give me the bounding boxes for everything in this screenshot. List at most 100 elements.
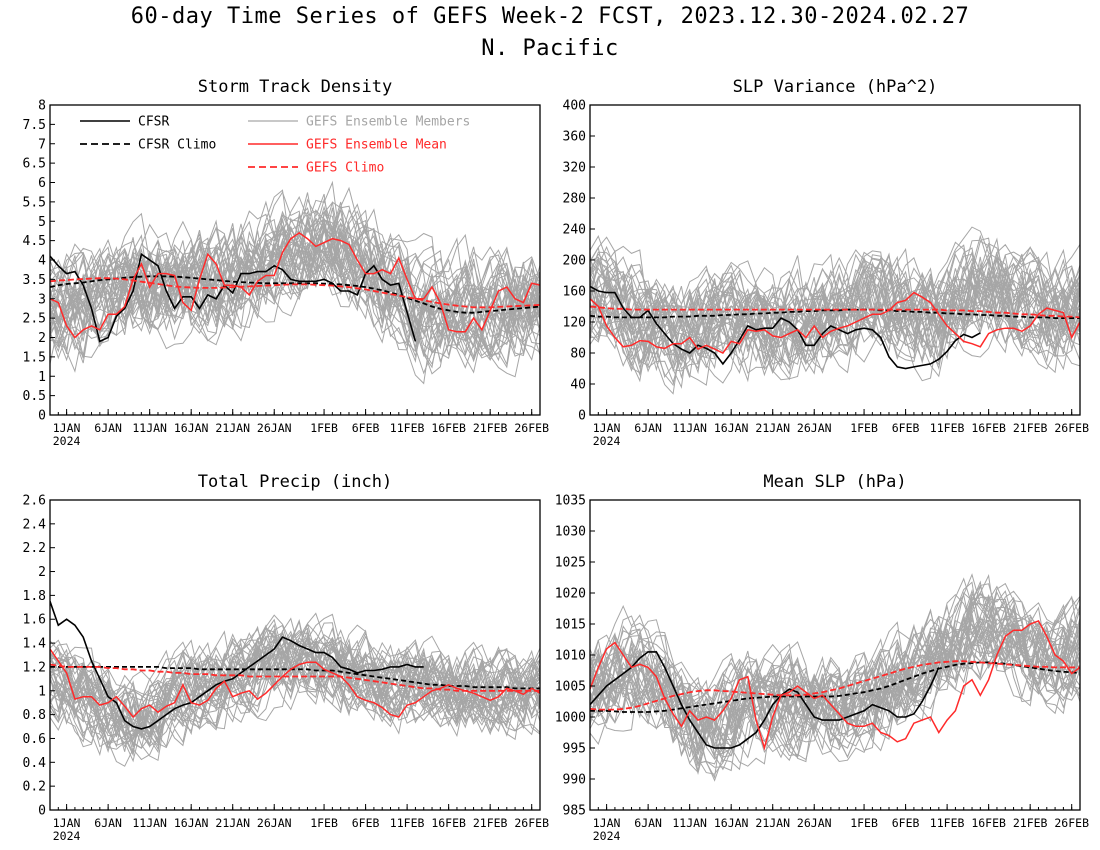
series-cfsr-climo bbox=[590, 308, 1080, 320]
plot-area bbox=[590, 226, 1080, 395]
x-tick-label: 21FEB bbox=[1013, 816, 1048, 830]
ensemble-member-line bbox=[590, 592, 1080, 758]
x-tick-label: 26JAN bbox=[257, 816, 292, 830]
plot-area bbox=[50, 180, 540, 385]
series-gefs-climo bbox=[50, 663, 540, 692]
ensemble-member-line bbox=[590, 583, 1080, 751]
legend-label-members: GEFS Ensemble Members bbox=[306, 115, 470, 130]
ensemble-member-line bbox=[590, 582, 1080, 758]
y-tick-label: 1.8 bbox=[23, 589, 46, 604]
y-tick-label: 0 bbox=[38, 804, 46, 819]
y-tick-label: 2.6 bbox=[23, 494, 46, 509]
x-tick-label: 6JAN bbox=[634, 421, 662, 435]
legend-label-cfsr-climo: CFSR Climo bbox=[138, 138, 216, 153]
series-gefs-climo bbox=[590, 305, 1080, 319]
x-tick-label: 11FEB bbox=[930, 421, 965, 435]
y-tick-label: 2.5 bbox=[23, 312, 46, 327]
y-tick-label: 1025 bbox=[555, 556, 586, 571]
x-tick-label: 26JAN bbox=[797, 816, 832, 830]
ensemble-member-line bbox=[590, 623, 1080, 767]
x-tick-label: 1JAN bbox=[593, 421, 621, 435]
ensemble-member-line bbox=[590, 257, 1080, 366]
panel-title: Total Precip (inch) bbox=[198, 472, 392, 492]
x-tick-label: 26FEB bbox=[514, 421, 549, 435]
y-tick-label: 1030 bbox=[555, 525, 586, 540]
y-tick-label: 2.2 bbox=[23, 541, 46, 556]
ensemble-member-line bbox=[50, 243, 540, 354]
ensemble-members bbox=[50, 180, 540, 385]
x-tick-label: 16FEB bbox=[971, 816, 1006, 830]
x-tick-label: 16JAN bbox=[174, 816, 209, 830]
y-tick-label: 0.5 bbox=[23, 389, 46, 404]
x-tick-label: 21FEB bbox=[473, 421, 508, 435]
y-tick-label: 1.6 bbox=[23, 613, 46, 628]
x-tick-label: 21FEB bbox=[1013, 421, 1048, 435]
chart-panel-4: 985 990 995 1000 1005 1010 1015 1020 1025 1030 103… bbox=[555, 472, 1089, 843]
y-tick-label: 1.4 bbox=[23, 637, 47, 652]
y-tick-label: 2.4 bbox=[23, 517, 47, 532]
x-tick-label: 11JAN bbox=[672, 421, 707, 435]
chart-panel-3: 0 0.2 0.4 0.6 0.8 1 1.2 1.4 1.6 1.8 2 2.2 2.4 2.6 1JAN… bbox=[23, 472, 550, 843]
region-title: N. Pacific bbox=[481, 36, 619, 61]
x-tick-label: 1FEB bbox=[310, 816, 338, 830]
x-tick-label: 6JAN bbox=[634, 816, 662, 830]
y-tick-label: 360 bbox=[563, 130, 586, 145]
y-tick-label: 0.4 bbox=[23, 756, 47, 771]
legend-label-gefs-climo: GEFS Climo bbox=[306, 161, 384, 176]
x-tick-label: 1FEB bbox=[850, 421, 878, 435]
x-tick-label: 16JAN bbox=[174, 421, 209, 435]
ensemble-member-line bbox=[590, 596, 1080, 764]
ensemble-members bbox=[50, 612, 540, 767]
panel-title: SLP Variance (hPa^2) bbox=[733, 77, 938, 97]
y-tick-label: 120 bbox=[563, 316, 586, 331]
x-tick-label: 26FEB bbox=[1054, 421, 1089, 435]
ensemble-member-line bbox=[590, 584, 1080, 774]
ensemble-member-line bbox=[590, 616, 1080, 771]
ensemble-member-line bbox=[590, 266, 1080, 365]
plot-frame bbox=[49, 499, 541, 811]
x-tick-label: 21JAN bbox=[755, 816, 790, 830]
y-tick-label: 1010 bbox=[555, 649, 586, 664]
y-tick-label: 4.5 bbox=[23, 234, 46, 249]
x-tick-label: 11JAN bbox=[672, 816, 707, 830]
series-cfsr bbox=[50, 252, 417, 343]
ensemble-member-line bbox=[590, 255, 1080, 384]
y-tick-label: 4 bbox=[38, 254, 46, 269]
y-tick-label: 400 bbox=[563, 99, 586, 114]
y-tick-label: 3 bbox=[38, 292, 46, 307]
x-tick-label: 11JAN bbox=[132, 421, 167, 435]
series-gefs-ensemble-mean bbox=[590, 619, 1080, 751]
ensemble-member-line bbox=[590, 249, 1080, 383]
ensemble-member-line bbox=[590, 590, 1080, 746]
ensemble-member-line bbox=[50, 618, 540, 751]
x-tick-label: 11FEB bbox=[390, 816, 425, 830]
y-tick-label: 0 bbox=[38, 409, 46, 424]
panel-title: Mean SLP (hPa) bbox=[763, 472, 906, 492]
ensemble-member-line bbox=[590, 590, 1080, 747]
ensemble-member-line bbox=[590, 244, 1080, 386]
series-gefs-ensemble-mean bbox=[50, 231, 540, 339]
ensemble-member-line bbox=[50, 191, 540, 357]
ensemble-member-line bbox=[50, 200, 540, 364]
x-tick-label: 6FEB bbox=[892, 816, 920, 830]
y-tick-label: 6.5 bbox=[23, 157, 46, 172]
series-cfsr-climo bbox=[50, 666, 540, 690]
ensemble-member-line bbox=[50, 195, 540, 356]
x-tick-label: 21JAN bbox=[755, 421, 790, 435]
x-year-label: 2024 bbox=[593, 434, 621, 448]
y-tick-label: 1.2 bbox=[23, 660, 46, 675]
ensemble-member-line bbox=[50, 192, 540, 369]
y-tick-label: 6 bbox=[38, 176, 46, 191]
x-tick-label: 26FEB bbox=[514, 816, 549, 830]
x-tick-label: 1JAN bbox=[53, 421, 81, 435]
y-tick-label: 0.2 bbox=[23, 780, 46, 795]
y-tick-label: 1 bbox=[38, 370, 46, 385]
series-gefs-climo bbox=[590, 660, 1080, 711]
plot-area bbox=[50, 601, 540, 767]
x-tick-label: 6FEB bbox=[352, 421, 380, 435]
x-tick-label: 6JAN bbox=[94, 816, 122, 830]
ensemble-member-line bbox=[50, 225, 540, 342]
x-tick-label: 1JAN bbox=[593, 816, 621, 830]
y-tick-label: 1005 bbox=[555, 680, 586, 695]
